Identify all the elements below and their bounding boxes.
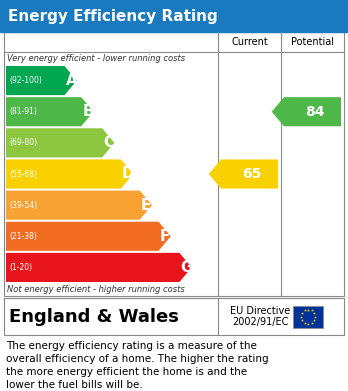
Text: overall efficiency of a home. The higher the rating: overall efficiency of a home. The higher…: [6, 354, 269, 364]
Polygon shape: [6, 160, 133, 188]
Text: E: E: [141, 197, 151, 213]
Text: B: B: [82, 104, 94, 119]
Text: (69-80): (69-80): [9, 138, 37, 147]
Text: 2002/91/EC: 2002/91/EC: [232, 317, 288, 327]
Polygon shape: [6, 128, 114, 158]
Bar: [4, 32, 344, 296]
Text: England & Wales: England & Wales: [9, 307, 179, 325]
Bar: [293, 305, 323, 328]
Text: The energy efficiency rating is a measure of the: The energy efficiency rating is a measur…: [6, 341, 257, 351]
Text: (55-68): (55-68): [9, 170, 37, 179]
Text: Not energy efficient - higher running costs: Not energy efficient - higher running co…: [7, 285, 185, 294]
Text: 65: 65: [242, 167, 261, 181]
Text: (1-20): (1-20): [9, 263, 32, 272]
Text: (92-100): (92-100): [9, 76, 42, 85]
Text: F: F: [160, 229, 170, 244]
Text: lower the fuel bills will be.: lower the fuel bills will be.: [6, 380, 143, 390]
Text: 84: 84: [305, 105, 324, 119]
Text: Current: Current: [231, 37, 268, 47]
Text: G: G: [181, 260, 193, 275]
Text: Energy Efficiency Rating: Energy Efficiency Rating: [8, 9, 218, 23]
Text: (21-38): (21-38): [9, 232, 37, 241]
Text: (81-91): (81-91): [9, 107, 37, 116]
Polygon shape: [6, 253, 192, 282]
Bar: [0, 0, 348, 32]
Polygon shape: [209, 160, 278, 188]
Polygon shape: [6, 222, 171, 251]
Text: Potential: Potential: [291, 37, 334, 47]
Polygon shape: [6, 97, 94, 126]
Polygon shape: [6, 66, 77, 95]
Text: C: C: [103, 135, 114, 151]
Text: EU Directive: EU Directive: [230, 306, 290, 316]
Text: the more energy efficient the home is and the: the more energy efficient the home is an…: [6, 367, 247, 377]
Text: (39-54): (39-54): [9, 201, 37, 210]
Text: A: A: [65, 73, 77, 88]
Polygon shape: [272, 97, 341, 126]
Text: Very energy efficient - lower running costs: Very energy efficient - lower running co…: [7, 54, 185, 63]
Bar: [4, 298, 344, 335]
Text: D: D: [122, 167, 135, 181]
Polygon shape: [6, 190, 152, 220]
